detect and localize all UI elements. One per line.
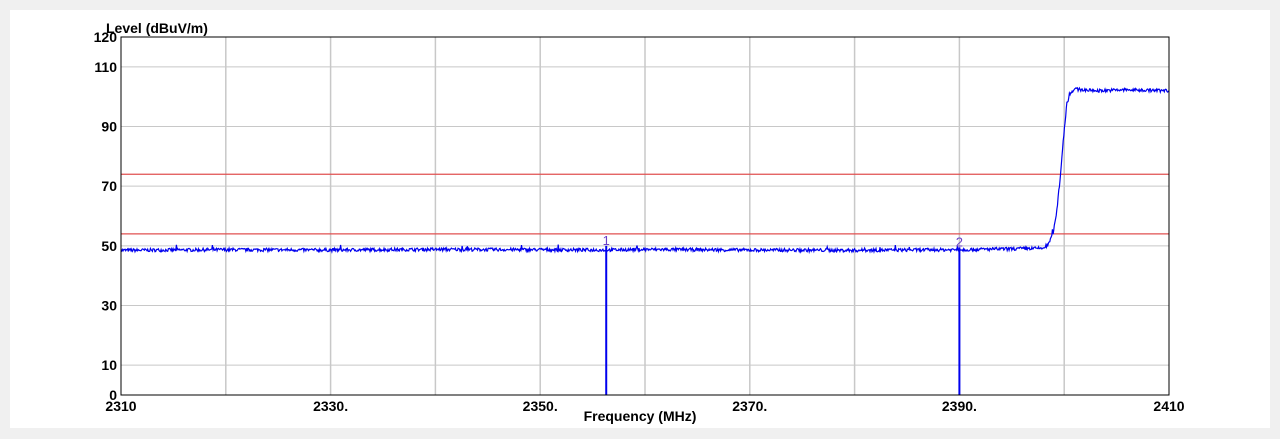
- y-tick-label: 70: [101, 178, 117, 194]
- y-tick-label: 110: [94, 59, 117, 75]
- plot-frame: [120, 36, 1170, 396]
- y-tick-label: 10: [101, 357, 117, 373]
- y-tick-label: 90: [101, 119, 117, 135]
- x-tick-label: 2310: [105, 398, 136, 414]
- series-layer: [120, 86, 1170, 255]
- y-tick-label: 50: [101, 238, 117, 254]
- x-tick-label: 2410: [1153, 398, 1184, 414]
- marker-label: 2: [956, 234, 963, 249]
- y-axis-label: Level (dBuV/m): [106, 20, 208, 36]
- chart-background: [10, 10, 1270, 428]
- series-line: [120, 86, 1170, 255]
- y-tick-label: 0: [109, 387, 117, 403]
- x-tick-label: 2330.: [313, 398, 348, 414]
- x-axis-label: Frequency (MHz): [584, 408, 697, 424]
- marker-label: 1: [603, 233, 610, 248]
- x-tick-label: 2390.: [942, 398, 977, 414]
- grid: [121, 37, 1169, 395]
- y-tick-label: 120: [94, 29, 118, 45]
- x-tick-labels: 2310 2330. 2350. 2370. 2390. 2410: [105, 398, 1184, 414]
- limit-lines: [121, 173, 1169, 235]
- x-tick-label: 2350.: [523, 398, 558, 414]
- x-tick-label: 2370.: [732, 398, 767, 414]
- y-tick-labels: 0 10 30 50 70 90 110 120: [94, 29, 118, 403]
- y-tick-label: 30: [101, 298, 117, 314]
